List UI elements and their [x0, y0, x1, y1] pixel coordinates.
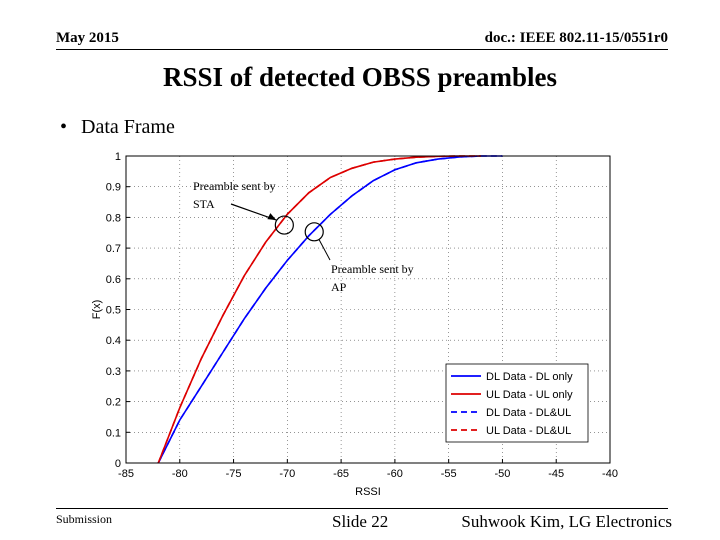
x-tick-label: -80: [172, 468, 188, 480]
x-tick-label: -75: [226, 468, 242, 480]
bullet-text: Data Frame: [81, 116, 175, 138]
y-tick-label: 0.6: [106, 274, 121, 286]
annotation-sta-line1: Preamble sent by: [193, 179, 276, 193]
y-tick-label: 0.2: [106, 397, 121, 409]
y-tick-label: 0.4: [106, 335, 121, 347]
x-tick-label: -60: [387, 468, 403, 480]
x-axis-label: RSSI: [355, 486, 381, 498]
x-tick-label: -65: [333, 468, 349, 480]
legend-label-2: UL Data - UL only: [486, 389, 573, 401]
legend-label-4: UL Data - DL&UL: [486, 425, 571, 437]
x-tick-label: -45: [548, 468, 564, 480]
y-tick-label: 0.7: [106, 243, 121, 255]
y-tick-label: 1: [115, 151, 121, 163]
annotation-ap-line2: AP: [331, 280, 347, 294]
footer-author: Suhwook Kim, LG Electronics: [461, 512, 672, 531]
x-tick-label: -85: [118, 468, 134, 480]
bullet-item: • Data Frame: [60, 116, 175, 139]
chart: -85 -80 -75 -70 -65 -60 -55 -50 -45 -40 0 0.1 0.2 0.3…: [88, 146, 628, 498]
chart-svg: -85 -80 -75 -70 -65 -60 -55 -50 -45 -40 0 0.1 0.2 0.3…: [91, 151, 618, 498]
y-tick-label: 0.3: [106, 366, 121, 378]
legend-box: [445, 363, 589, 443]
header-doc-id: doc.: IEEE 802.11-15/0551r0: [484, 30, 668, 46]
y-tick-label: 0.9: [106, 182, 121, 194]
series-line-3: [157, 155, 503, 464]
bullet-dot-icon: •: [60, 116, 68, 138]
x-tick-label: -40: [602, 468, 618, 480]
annotation-circle-ap: [304, 222, 324, 242]
legend-label-1: DL Data - DL only: [486, 371, 573, 383]
x-tick-label: -55: [441, 468, 457, 480]
legend-label-3: DL Data - DL&UL: [486, 407, 571, 419]
slide-title: RSSI of detected OBSS preambles: [162, 62, 558, 92]
y-tick-label: 0: [115, 458, 121, 470]
x-tick-label: -70: [279, 468, 295, 480]
footer-slide-number: Slide 22: [332, 512, 389, 531]
annotation-sta-line2: STA: [193, 197, 215, 211]
header-rule: [56, 49, 668, 50]
x-tick-label: -50: [494, 468, 510, 480]
annotation-ap-line1: Preamble sent by: [331, 262, 414, 276]
header-date: May 2015: [56, 30, 119, 46]
footer-submission: Submission: [56, 512, 113, 526]
annotation-arrowhead-sta: [267, 213, 277, 221]
series-line-4: [157, 155, 481, 464]
annotation-circle-sta: [274, 215, 294, 235]
footer-rule: [56, 508, 668, 509]
y-tick-label: 0.8: [106, 212, 121, 224]
y-tick-label: 0.5: [106, 305, 121, 317]
y-axis-label: F(x): [91, 300, 103, 320]
y-tick-label: 0.1: [106, 427, 121, 439]
annotation-leader-ap: [318, 239, 331, 261]
